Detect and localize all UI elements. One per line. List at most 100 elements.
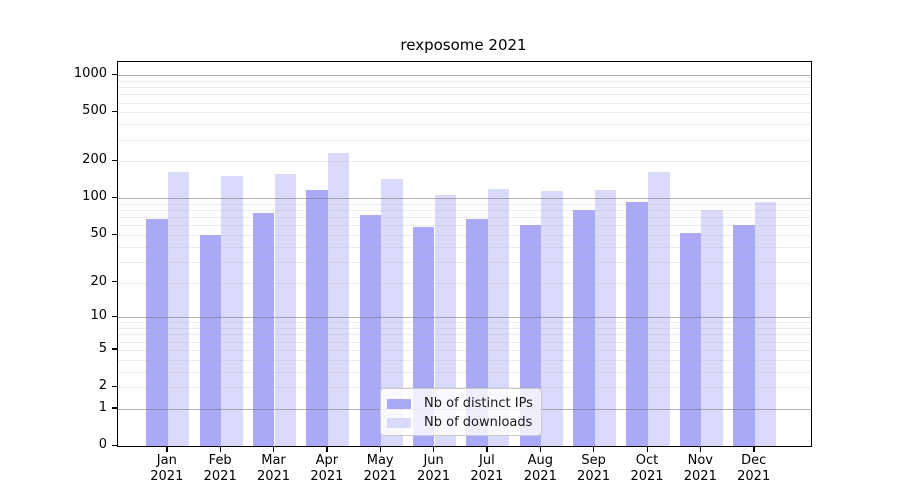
y-tick-mark [112,73,117,76]
major-gridline [118,198,811,200]
bar-nb-of-distinct-ips-oct-2021 [626,202,648,446]
y-tick-label: 5 [98,340,107,356]
x-tick-mark [646,446,648,452]
y-tick-mark [112,196,117,199]
bar-nb-of-downloads-oct-2021 [648,172,670,446]
major-gridline [118,317,811,319]
x-tick-mark [219,446,222,452]
y-tick-mark [112,348,117,350]
y-tick-label: 1 [98,399,107,415]
y-tick-mark [112,315,117,318]
x-tick-label-sep-2021: Sep 2021 [577,453,611,484]
minor-gridline [118,371,811,373]
y-tick-mark [112,159,117,162]
bar-nb-of-distinct-ips-nov-2021 [679,232,702,446]
x-tick-label-nov-2021: Nov 2021 [683,453,717,484]
minor-gridline [118,349,811,351]
legend-swatch-downloads [387,417,411,428]
minor-gridline [118,210,811,212]
legend-label-distinct-ips: Nb of distinct IPs [424,396,533,411]
y-tick-mark [112,281,117,283]
x-tick-mark [699,446,702,452]
legend: Nb of distinct IPs Nb of downloads [380,388,542,436]
x-tick-mark [166,446,168,452]
legend-item-downloads: Nb of downloads [387,414,533,431]
bar-nb-of-downloads-jan-2021 [167,172,190,446]
x-tick-mark [593,446,595,452]
y-tick-mark [112,233,117,235]
bar-nb-of-distinct-ips-mar-2021 [252,212,275,446]
bar-nb-of-downloads-jun-2021 [434,194,457,446]
y-tick-mark [112,407,117,409]
minor-gridline [118,139,811,141]
minor-gridline [118,124,811,126]
x-tick-label-mar-2021: Mar 2021 [256,453,291,484]
x-tick-label-dec-2021: Dec 2021 [737,453,771,484]
chart-title: rexposome 2021 [400,36,527,54]
minor-gridline [118,387,811,388]
x-tick-label-jan-2021: Jan 2021 [150,453,184,484]
bar-nb-of-downloads-aug-2021 [541,191,563,446]
x-tick-label-aug-2021: Aug 2021 [523,453,557,484]
y-tick-label: 50 [90,226,107,241]
minor-gridline [118,161,811,163]
bar-nb-of-downloads-nov-2021 [701,210,723,446]
bar-nb-of-downloads-may-2021 [381,179,403,446]
y-tick-label: 100 [82,189,107,205]
x-tick-mark [486,446,488,452]
minor-gridline [118,359,811,361]
bar-nb-of-downloads-apr-2021 [327,152,350,446]
minor-gridline [118,112,811,114]
x-tick-label-may-2021: May 2021 [363,453,397,484]
legend-swatch-distinct-ips [387,398,411,409]
x-tick-label-apr-2021: Apr 2021 [310,453,344,484]
minor-gridline [118,225,811,227]
minor-gridline [118,328,811,330]
y-tick-label: 1000 [73,66,107,82]
bar-nb-of-distinct-ips-jan-2021 [146,218,168,446]
minor-gridline [118,94,811,96]
x-tick-label-jun-2021: Jun 2021 [417,453,451,484]
x-tick-label-jul-2021: Jul 2021 [470,453,504,484]
minor-gridline [118,235,811,236]
minor-gridline [118,341,811,343]
bar-nb-of-distinct-ips-dec-2021 [733,224,755,446]
bar-nb-of-distinct-ips-may-2021 [359,215,382,446]
minor-gridline [118,217,811,219]
y-tick-label: 200 [82,152,107,168]
y-tick-mark [112,110,117,113]
y-tick-label: 500 [82,103,107,119]
x-tick-label-feb-2021: Feb 2021 [203,453,237,484]
bar-nb-of-downloads-feb-2021 [221,176,243,446]
y-tick-label: 20 [90,273,107,289]
minor-gridline [118,87,811,89]
major-gridline [118,75,811,77]
minor-gridline [118,80,811,82]
plot-area [117,61,812,447]
minor-gridline [118,261,811,263]
x-tick-label-oct-2021: Oct 2021 [630,453,664,484]
x-tick-mark [433,446,435,452]
bar-nb-of-distinct-ips-sep-2021 [573,209,595,446]
x-tick-mark [273,446,275,452]
legend-label-downloads: Nb of downloads [424,415,533,430]
x-tick-mark [379,446,382,452]
minor-gridline [118,203,811,205]
legend-item-distinct-ips: Nb of distinct IPs [387,395,533,412]
x-tick-mark [753,446,755,452]
minor-gridline [118,246,811,248]
bar-nb-of-downloads-mar-2021 [274,174,297,446]
bar-nb-of-downloads-dec-2021 [754,202,777,446]
y-tick-mark [112,385,117,387]
y-tick-label: 10 [90,308,107,324]
minor-gridline [118,282,811,284]
y-tick-label: 2 [98,378,107,393]
minor-gridline [118,334,811,336]
x-tick-mark [326,446,328,452]
y-tick-label: 0 [98,437,107,452]
bar-nb-of-distinct-ips-feb-2021 [199,235,222,446]
minor-gridline [118,102,811,104]
y-tick-mark [112,444,117,446]
x-tick-mark [539,446,542,452]
